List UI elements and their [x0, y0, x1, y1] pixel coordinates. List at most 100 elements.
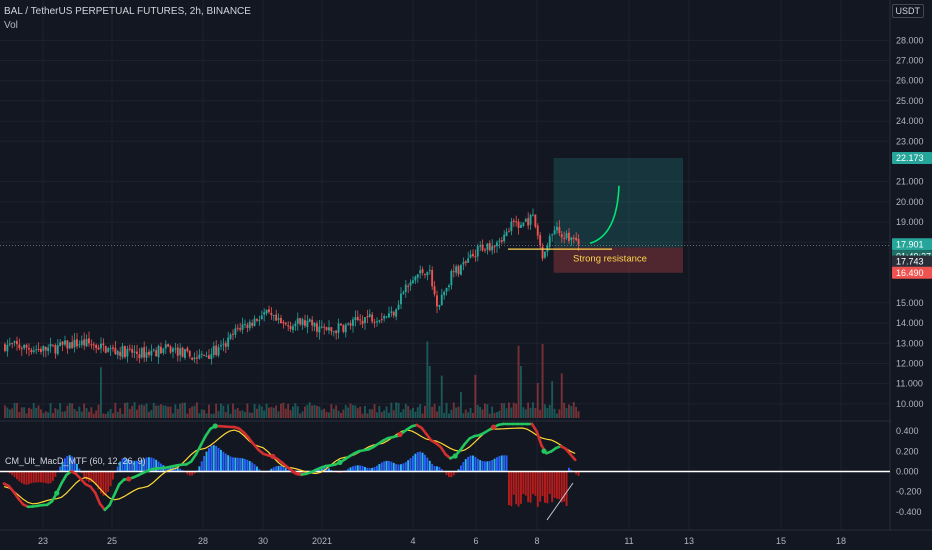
candle-body[interactable] — [174, 348, 177, 350]
candle-body[interactable] — [112, 347, 114, 349]
candle-body[interactable] — [35, 349, 38, 351]
candle-body[interactable] — [186, 348, 189, 352]
candle-body[interactable] — [148, 351, 150, 355]
candle-body[interactable] — [304, 320, 306, 326]
candle-body[interactable] — [212, 346, 215, 356]
candle-body[interactable] — [193, 357, 196, 360]
candle-body[interactable] — [258, 319, 261, 321]
candle-body[interactable] — [392, 311, 395, 316]
candle-body[interactable] — [505, 231, 508, 236]
candle-body[interactable] — [467, 258, 470, 263]
candle-body[interactable] — [198, 354, 201, 359]
candle-body[interactable] — [469, 254, 472, 258]
candle-body[interactable] — [90, 344, 93, 346]
candle-body[interactable] — [438, 304, 441, 307]
candle-body[interactable] — [37, 348, 40, 350]
candle-body[interactable] — [61, 341, 64, 345]
candle-body[interactable] — [349, 323, 352, 326]
candle-body[interactable] — [572, 237, 575, 239]
candle-body[interactable] — [268, 309, 270, 313]
candle-body[interactable] — [78, 344, 81, 346]
candle-body[interactable] — [116, 351, 119, 355]
candle-body[interactable] — [152, 349, 155, 351]
candle-body[interactable] — [145, 352, 148, 358]
candle-body[interactable] — [455, 266, 458, 273]
candle-body[interactable] — [222, 343, 225, 345]
candle-body[interactable] — [556, 226, 558, 231]
candle-body[interactable] — [59, 342, 62, 347]
stop-price-tag[interactable]: 16.490 — [896, 268, 924, 278]
candle-body[interactable] — [239, 328, 242, 330]
candle-body[interactable] — [56, 345, 59, 355]
candle-body[interactable] — [280, 317, 282, 324]
candle-body[interactable] — [294, 323, 297, 327]
candle-body[interactable] — [164, 344, 167, 349]
candle-body[interactable] — [385, 316, 388, 318]
candle-body[interactable] — [272, 315, 275, 317]
candle-body[interactable] — [440, 294, 443, 306]
candle-body[interactable] — [49, 344, 52, 347]
candle-body[interactable] — [210, 354, 213, 360]
candle-body[interactable] — [558, 227, 561, 234]
candle-body[interactable] — [544, 251, 546, 258]
candle-body[interactable] — [342, 325, 345, 332]
candle-body[interactable] — [184, 349, 186, 358]
candle-body[interactable] — [217, 347, 220, 356]
candle-body[interactable] — [16, 340, 18, 345]
candle-body[interactable] — [323, 326, 326, 328]
candle-body[interactable] — [256, 319, 258, 321]
candle-body[interactable] — [383, 316, 386, 319]
candle-body[interactable] — [445, 288, 448, 292]
candle-body[interactable] — [234, 328, 237, 335]
candle-body[interactable] — [246, 324, 249, 328]
candle-body[interactable] — [416, 274, 419, 278]
candle-body[interactable] — [4, 344, 6, 351]
candle-body[interactable] — [380, 319, 383, 321]
candle-body[interactable] — [390, 311, 393, 313]
candle-body[interactable] — [431, 270, 434, 287]
candle-body[interactable] — [443, 291, 446, 296]
candle-body[interactable] — [522, 222, 525, 226]
candle-body[interactable] — [169, 346, 172, 353]
candle-body[interactable] — [320, 326, 323, 328]
candle-body[interactable] — [330, 327, 333, 332]
candle-body[interactable] — [301, 319, 304, 326]
candle-body[interactable] — [205, 356, 208, 358]
candle-body[interactable] — [109, 348, 112, 350]
candle-body[interactable] — [32, 350, 35, 353]
candle-body[interactable] — [419, 270, 422, 274]
candle-body[interactable] — [421, 269, 424, 273]
candle-body[interactable] — [6, 344, 9, 352]
candle-body[interactable] — [172, 348, 174, 352]
candle-body[interactable] — [534, 214, 537, 227]
candle-body[interactable] — [227, 337, 230, 347]
entry-price-tag[interactable]: 17.743 — [896, 256, 924, 266]
candle-body[interactable] — [28, 347, 30, 350]
candle-body[interactable] — [150, 350, 153, 356]
candle-body[interactable] — [462, 262, 465, 265]
candle-body[interactable] — [529, 214, 532, 225]
candle-body[interactable] — [368, 314, 371, 317]
candle-body[interactable] — [11, 342, 14, 344]
candle-body[interactable] — [474, 256, 477, 258]
candle-body[interactable] — [328, 327, 330, 331]
candle-body[interactable] — [388, 313, 390, 318]
candle-body[interactable] — [450, 270, 453, 286]
candle-body[interactable] — [481, 244, 484, 251]
candle-body[interactable] — [126, 348, 129, 357]
candle-body[interactable] — [553, 230, 556, 235]
candle-body[interactable] — [40, 348, 42, 353]
candle-body[interactable] — [313, 322, 316, 327]
candle-body[interactable] — [287, 325, 290, 327]
candle-body[interactable] — [316, 323, 318, 332]
candle-body[interactable] — [203, 354, 206, 356]
candle-body[interactable] — [500, 240, 503, 242]
candle-body[interactable] — [332, 331, 335, 333]
candle-body[interactable] — [131, 349, 134, 353]
candle-body[interactable] — [47, 347, 50, 352]
candle-body[interactable] — [560, 234, 563, 238]
candle-body[interactable] — [176, 347, 179, 356]
candle-body[interactable] — [188, 351, 191, 357]
candle-body[interactable] — [270, 312, 273, 316]
